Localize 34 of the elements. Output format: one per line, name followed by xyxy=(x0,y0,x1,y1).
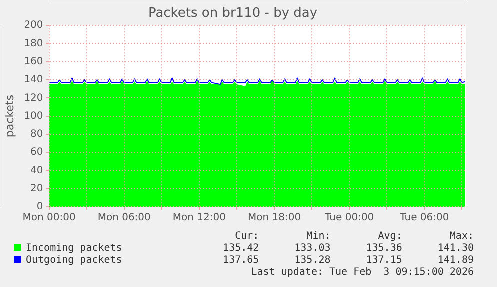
text: Max: xyxy=(448,231,474,243)
y-tick-label: 100 xyxy=(24,110,44,122)
text: 133.03 xyxy=(294,243,331,255)
text: 135.36 xyxy=(365,243,402,255)
text: 135.28 xyxy=(294,255,331,267)
x-tick-label: Tue 06:00 xyxy=(399,212,450,224)
chart-title: Packets on br110 - by day xyxy=(148,6,318,22)
y-tick-label: 120 xyxy=(24,92,44,104)
text: 137.65 xyxy=(222,255,260,267)
x-tick-label: Mon 12:00 xyxy=(172,212,226,224)
text: 141.30 xyxy=(436,243,474,255)
y-tick-label: 40 xyxy=(30,165,44,176)
y-axis-title: packets xyxy=(3,94,16,138)
y-tick-label: 20 xyxy=(30,183,44,194)
text: Avg: xyxy=(377,231,402,243)
y-tick-label: 140 xyxy=(24,74,44,86)
text: Min: xyxy=(306,231,331,243)
y-tick-label: 80 xyxy=(30,129,44,140)
legend-label: Incoming packets xyxy=(25,243,122,254)
text: 137.15 xyxy=(365,255,402,267)
x-tick-label: Mon 18:00 xyxy=(248,212,302,224)
y-tick-label: 0 xyxy=(36,202,44,213)
text: 135.42 xyxy=(222,243,260,255)
legend-label: Outgoing packets xyxy=(25,255,122,266)
text: 141.89 xyxy=(436,255,474,267)
x-tick-label: Mon 00:00 xyxy=(22,212,76,224)
y-tick-label: 160 xyxy=(24,56,44,68)
y-tick-label: 180 xyxy=(24,38,44,50)
x-tick-label: Mon 06:00 xyxy=(98,212,151,224)
x-tick-label: Tue 00:00 xyxy=(324,212,374,224)
y-tick-label: 60 xyxy=(30,147,44,158)
text: Cur: xyxy=(234,231,260,243)
text: Last update: Tue Feb 3 09:15:00 2026 xyxy=(250,267,474,278)
y-tick-label: 200 xyxy=(24,20,44,32)
